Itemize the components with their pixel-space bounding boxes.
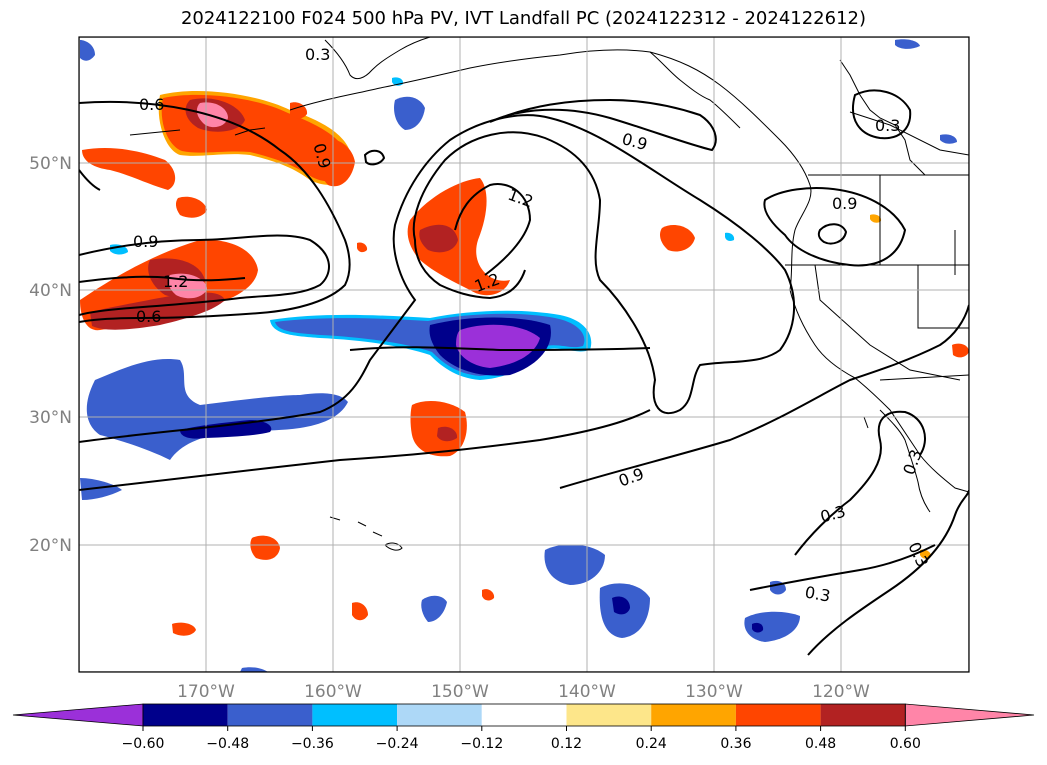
contour-label: 0.3 xyxy=(305,45,330,64)
colorbar-tick-label: 0.60 xyxy=(890,736,921,752)
colorbar-extend-max xyxy=(904,703,1035,727)
colorbar-segment xyxy=(735,704,821,726)
contour-label: 0.3 xyxy=(803,583,831,606)
lon-label: 130°W xyxy=(685,682,743,702)
colorbar-tick-label: 0.36 xyxy=(720,736,751,752)
lon-label: 150°W xyxy=(431,682,489,702)
lat-label: 20°N xyxy=(29,536,72,556)
graticule xyxy=(79,37,969,672)
contour-label: 0.6 xyxy=(136,307,161,326)
contour-label: 0.6 xyxy=(139,95,164,114)
colorbar-segment xyxy=(143,704,228,726)
colorbar-tick-label: 0.24 xyxy=(636,736,667,752)
colorbar-segment xyxy=(227,704,313,726)
colorbar-segment xyxy=(566,704,652,726)
longitude-labels: 170°W 160°W 150°W 140°W 130°W 120°W xyxy=(177,682,870,702)
colorbar-tick-label: −0.48 xyxy=(206,736,249,752)
colorbar-segment xyxy=(481,704,567,726)
contour-label: 0.9 xyxy=(832,194,857,213)
contour-label: 0.3 xyxy=(875,116,900,135)
map-frame xyxy=(78,36,970,673)
colorbar-border xyxy=(142,703,906,727)
contour-label: 0.9 xyxy=(133,232,158,251)
lat-label: 30°N xyxy=(29,408,72,428)
lon-label: 160°W xyxy=(304,682,362,702)
map-title: 2024122100 F024 500 hPa PV, IVT Landfall… xyxy=(180,8,867,29)
lon-label: 120°W xyxy=(812,682,870,702)
lat-label: 50°N xyxy=(29,154,72,174)
colorbar-segment xyxy=(312,704,398,726)
colorbar: −0.60 −0.48 −0.36 −0.24 −0.12 0.12 0.24 0.36 0.4… xyxy=(12,703,1035,752)
colorbar-tick-label: −0.24 xyxy=(376,736,419,752)
colorbar-tick-label: −0.12 xyxy=(460,736,503,752)
latitude-labels: 50°N 40°N 30°N 20°N xyxy=(29,154,72,556)
colorbar-segment xyxy=(820,704,906,726)
lat-label: 40°N xyxy=(29,281,72,301)
colorbar-tick-label: −0.36 xyxy=(291,736,334,752)
colorbar-segment xyxy=(651,704,736,726)
colorbar-tick-label: 0.12 xyxy=(551,736,582,752)
colorbar-tick-label: −0.60 xyxy=(122,736,165,752)
lon-label: 170°W xyxy=(177,682,235,702)
colorbar-tick-label: 0.48 xyxy=(805,736,836,752)
contour-label: 1.2 xyxy=(163,272,188,291)
lon-label: 140°W xyxy=(558,682,616,702)
ivt-contours xyxy=(79,89,969,656)
colorbar-extend-min xyxy=(12,703,144,727)
map-area: 0.6 0.9 0.9 1.2 1.2 0.9 1.2 0.6 0.9 0.3 … xyxy=(79,37,969,672)
colorbar-segment xyxy=(397,704,482,726)
